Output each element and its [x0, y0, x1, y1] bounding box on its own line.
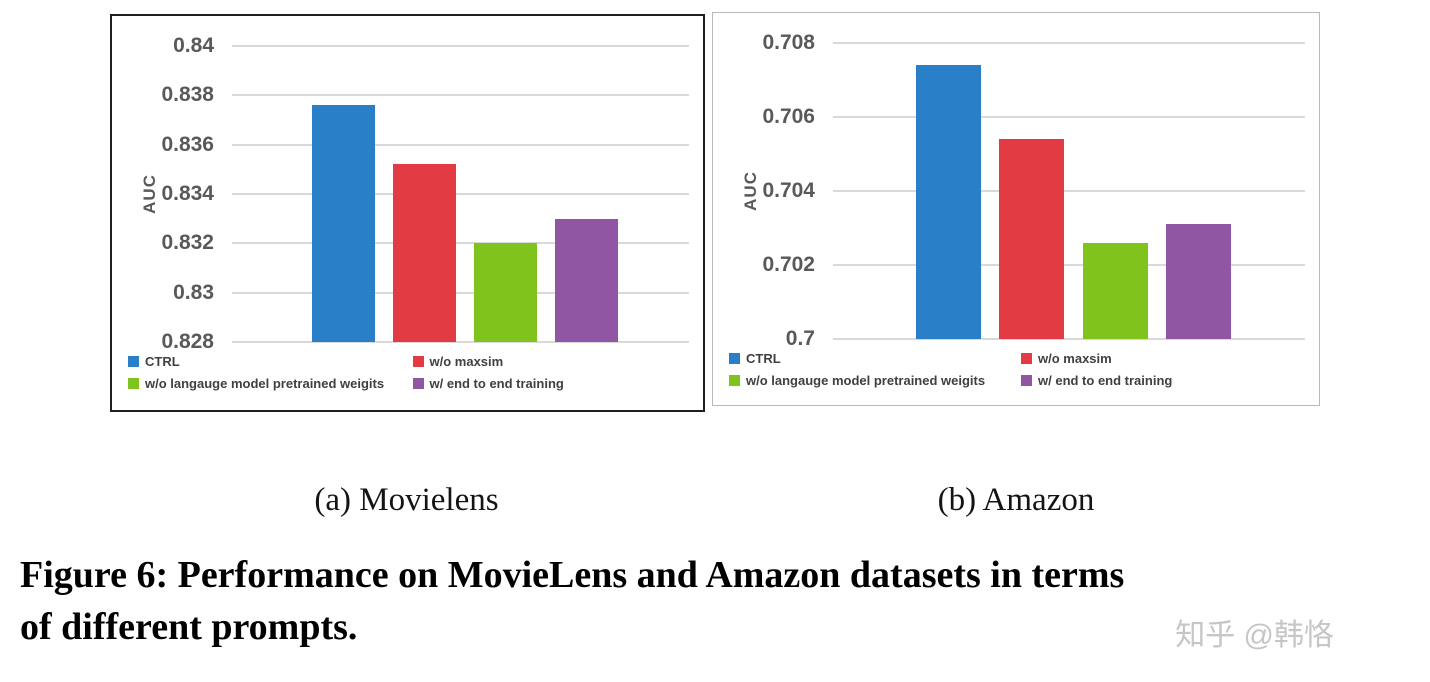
- figure-caption-line-2: of different prompts.: [20, 605, 358, 648]
- legend-item: w/o maxsim: [412, 354, 698, 369]
- legend-item: w/o langauge model pretrained weigits: [729, 373, 1021, 388]
- gridline: [833, 116, 1305, 118]
- legend-item: CTRL: [128, 354, 413, 369]
- y-tick-label: 0.832: [161, 231, 214, 255]
- legend-item: w/ end to end training: [1021, 373, 1313, 388]
- legend-item: w/o maxsim: [1021, 351, 1313, 366]
- y-tick-label: 0.828: [161, 330, 214, 353]
- legend-item: CTRL: [729, 351, 1021, 366]
- gridline: [232, 291, 689, 294]
- subcaption-movielens: (a) Movielens: [314, 482, 499, 518]
- watermark: 知乎 @韩恪: [1175, 619, 1334, 652]
- y-tick-label: 0.702: [762, 253, 815, 276]
- legend-label: w/o langauge model pretrained weigits: [145, 376, 385, 391]
- bar-ctrl: [915, 65, 981, 339]
- legend-label: w/ end to end training: [429, 376, 564, 391]
- bar-w-o-langauge-model-pretrained-weigits: [1082, 242, 1148, 339]
- amazon-bar-chart: AUC 0.7 0.702 0.704 0.706 0.708 CTRL w/o maxs…: [712, 12, 1320, 406]
- legend-swatch: [412, 356, 424, 367]
- legend-swatch: [729, 353, 740, 364]
- bar-w-o-maxsim: [999, 139, 1065, 339]
- y-tick-label: 0.838: [161, 83, 214, 107]
- y-tick-label: 0.84: [173, 34, 214, 57]
- legend-label: w/o maxsim: [1038, 351, 1112, 366]
- y-tick-label: 0.708: [762, 31, 815, 54]
- figure-caption-line-1: Figure 6: Performance on MovieLens and A…: [20, 554, 1125, 596]
- bar-w-end-to-end-training: [554, 218, 618, 342]
- gridline: [232, 45, 689, 47]
- y-axis-ticks: 0.828 0.83 0.832 0.834 0.836 0.838 0.84: [112, 35, 222, 353]
- bar-ctrl: [311, 105, 376, 342]
- legend-swatch: [412, 378, 424, 389]
- legend-label: CTRL: [145, 354, 180, 369]
- figure-caption: Figure 6: Performance on MovieLens and A…: [20, 550, 1420, 653]
- y-tick-label: 0.836: [161, 132, 214, 156]
- plot-area: [833, 42, 1305, 340]
- gridline: [232, 193, 689, 195]
- legend: CTRL w/o maxsim w/o langauge model pretrai…: [729, 351, 1313, 388]
- legend-label: w/ end to end training: [1038, 373, 1173, 388]
- gridline: [833, 190, 1305, 192]
- gridline: [833, 42, 1305, 44]
- bar-w-o-maxsim: [392, 164, 456, 342]
- gridline: [833, 264, 1305, 266]
- legend-label: w/o maxsim: [429, 354, 504, 369]
- movielens-bar-chart: AUC 0.828 0.83 0.832 0.834 0.836 0.838 0.84 CT…: [110, 14, 705, 412]
- y-tick-label: 0.704: [762, 179, 815, 202]
- legend-swatch: [1021, 375, 1032, 386]
- legend-swatch: [128, 356, 139, 367]
- y-tick-label: 0.7: [785, 327, 815, 350]
- bar-w-o-langauge-model-pretrained-weigits: [473, 243, 537, 342]
- legend-item: w/ end to end training: [412, 376, 698, 391]
- legend-swatch: [729, 375, 740, 386]
- gridline: [232, 143, 689, 146]
- legend-swatch: [128, 378, 139, 389]
- plot-area: [232, 45, 689, 343]
- y-tick-label: 0.834: [161, 182, 214, 205]
- subcaption-amazon: (b) Amazon: [937, 482, 1095, 518]
- gridline: [833, 338, 1305, 340]
- y-tick-label: 0.83: [173, 280, 214, 304]
- legend-label: CTRL: [746, 351, 781, 366]
- gridline: [232, 242, 689, 245]
- y-tick-label: 0.706: [762, 105, 815, 128]
- bar-w-end-to-end-training: [1166, 224, 1232, 339]
- y-axis-ticks: 0.7 0.702 0.704 0.706 0.708: [713, 32, 823, 350]
- legend-swatch: [1021, 353, 1032, 364]
- gridline: [232, 94, 689, 97]
- gridline: [232, 341, 689, 343]
- legend-label: w/o langauge model pretrained weigits: [746, 373, 986, 388]
- legend-item: w/o langauge model pretrained weigits: [128, 376, 413, 391]
- legend: CTRL w/o maxsim w/o langauge model pretrai…: [128, 354, 697, 391]
